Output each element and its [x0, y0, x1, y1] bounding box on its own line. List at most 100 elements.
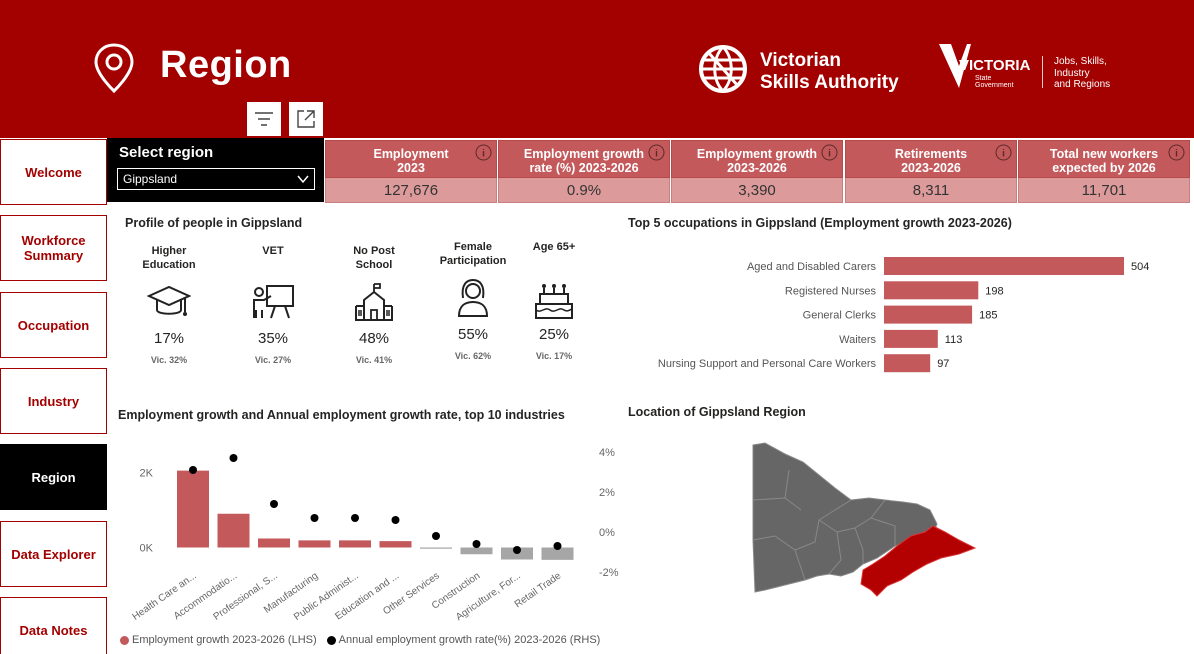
page-title: Region	[160, 44, 292, 86]
profile-label-line: Education	[142, 259, 196, 271]
info-icon[interactable]: i	[1168, 144, 1185, 161]
victoria-government-logo: VICTORIA State Government	[939, 44, 1031, 89]
industry-growth-dot	[351, 514, 359, 522]
nav-region[interactable]: Region	[0, 444, 107, 510]
nav-workforce-summary[interactable]: Workforce Summary	[0, 215, 107, 281]
department-name: Jobs, Skills, Industry and Regions	[1054, 56, 1110, 91]
industry-growth-dot	[310, 514, 319, 522]
profile-label-line: VET	[262, 245, 284, 257]
industry-growth-dot	[472, 540, 481, 548]
info-icon[interactable]: i	[648, 144, 665, 161]
industry-bar	[298, 540, 331, 548]
occupation-value-label: 198	[985, 285, 1003, 297]
occupation-label: Aged and Disabled Carers	[747, 261, 877, 273]
profile-no-post-school: No Post School 48% Vic. 41%	[329, 244, 419, 365]
nav-welcome[interactable]: Welcome	[0, 139, 107, 205]
profile-percent: 48%	[358, 330, 390, 347]
profile-label-line: Participation	[439, 255, 507, 267]
occupation-bar	[884, 281, 979, 300]
info-icon[interactable]: i	[995, 144, 1012, 161]
region-selector-panel: Select region Gippsland	[107, 138, 324, 202]
kpi-employment: Employment 2023 i 127,676	[325, 140, 497, 204]
info-icon[interactable]: i	[821, 144, 838, 161]
kpi-value: 0.9%	[498, 178, 670, 203]
nav-occupation[interactable]: Occupation	[0, 292, 107, 358]
svg-text:i: i	[828, 149, 831, 160]
victoria-region-map[interactable]	[745, 440, 985, 610]
woman-icon	[457, 278, 489, 317]
kpi-subtitle: rate (%) 2023-2026	[529, 161, 639, 175]
nav-data-explorer[interactable]: Data Explorer	[0, 521, 107, 587]
filter-button[interactable]	[247, 102, 281, 136]
svg-text:i: i	[482, 149, 485, 160]
profile-vic-compare: Vic. 17%	[535, 351, 573, 361]
left-axis-tick: 0K	[140, 543, 154, 555]
occupation-bar	[884, 354, 931, 373]
nav-data-notes[interactable]: Data Notes	[0, 597, 107, 654]
profile-label-line: Female	[454, 241, 492, 253]
occupation-bar	[884, 257, 1124, 275]
industry-bar	[217, 513, 250, 548]
kpi-subtitle: expected by 2026	[1052, 161, 1156, 175]
kpi-value: 3,390	[671, 178, 843, 203]
dept-line: Jobs, Skills,	[1054, 56, 1107, 67]
occupation-label: General Clerks	[803, 310, 877, 322]
dept-line: and Regions	[1054, 79, 1111, 90]
industry-bar	[339, 540, 371, 548]
profile-percent: 17%	[153, 330, 185, 347]
logo-divider	[1042, 56, 1043, 88]
profile-label-line: Age 65+	[532, 241, 576, 253]
profile-higher-education: Higher Education 17% Vic. 32%	[124, 244, 214, 365]
profile-label: VET	[228, 244, 318, 274]
page-header: Region Victorian Skills Authority VICTOR…	[0, 0, 1194, 138]
kpi-title: Employment	[373, 147, 449, 161]
region-dropdown[interactable]: Gippsland	[117, 168, 315, 190]
profile-label-line: Higher	[151, 245, 187, 257]
nav-industry[interactable]: Industry	[0, 368, 107, 434]
region-dropdown-value: Gippsland	[123, 172, 178, 186]
industry-growth-dot	[189, 466, 197, 474]
occupation-bar	[884, 329, 938, 348]
industry-bar	[460, 547, 493, 555]
profile-percent: 25%	[538, 326, 570, 343]
kpi-title: Employment growth	[523, 147, 645, 161]
industry-bar	[379, 541, 412, 548]
right-axis-tick: -2%	[599, 567, 619, 579]
select-region-label: Select region	[119, 144, 214, 161]
kpi-retirements: Retirements 2023-2026 i 8,311	[845, 140, 1017, 204]
occupation-value-label: 504	[1131, 261, 1149, 273]
legend-bar-label: Employment growth 2023-2026 (LHS)	[132, 634, 317, 646]
profile-female-participation: Female Participation 55% Vic. 62%	[428, 241, 518, 361]
focus-mode-button[interactable]	[289, 102, 323, 136]
industry-bar	[541, 547, 574, 560]
occupation-value-label: 97	[937, 358, 949, 370]
location-pin-icon	[94, 43, 134, 94]
info-icon[interactable]: i	[475, 144, 492, 161]
kpi-employment-growth-rate: Employment growth rate (%) 2023-2026 i 0.…	[498, 140, 670, 204]
profile-percent: 55%	[457, 326, 489, 343]
industries-chart-title: Employment growth and Annual employment …	[118, 408, 565, 422]
profile-label-line: School	[355, 259, 393, 271]
school-building-icon	[355, 283, 393, 321]
map-region-gippsland[interactable]	[860, 525, 977, 597]
profile-label: Age 65+	[509, 240, 599, 274]
profile-age-65-plus: Age 65+ 25% Vic. 17%	[509, 241, 599, 361]
profile-label-line: No Post	[353, 245, 395, 257]
kpi-total-new-workers: Total new workers expected by 2026 i 11,7…	[1018, 140, 1190, 204]
profile-vic-compare: Vic. 41%	[355, 355, 393, 365]
industry-bar	[177, 470, 209, 548]
industry-growth-dot	[391, 516, 400, 524]
profile-label: Female Participation	[428, 240, 518, 270]
map-title: Location of Gippsland Region	[628, 405, 806, 419]
occupation-bar	[884, 305, 973, 324]
kpi-title: Employment growth	[696, 147, 818, 161]
expand-icon	[297, 110, 315, 128]
vsa-line-2: Skills Authority	[760, 72, 899, 93]
occupations-bar-chart: Aged and Disabled Carers 504 Registered Nu…	[658, 257, 1149, 373]
profile-label: No Post School	[329, 244, 419, 274]
svg-text:i: i	[655, 149, 658, 160]
map-region-borders	[752, 469, 896, 581]
legend-dot-swatch	[326, 635, 336, 645]
kpi-value: 11,701	[1018, 178, 1190, 203]
